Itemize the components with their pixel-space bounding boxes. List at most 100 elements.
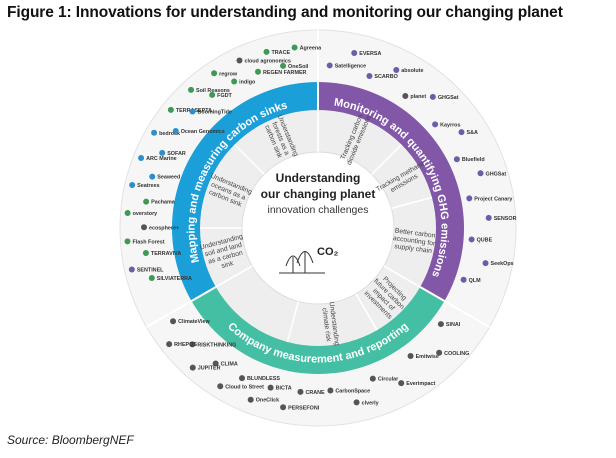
company-logo-name: Satelligence — [335, 63, 366, 69]
company-logo-name: Seatrees — [137, 183, 159, 189]
company-logo: FGDT — [209, 91, 233, 99]
company-logo: SILVIATERRA — [148, 274, 192, 282]
co2-label: CO₂ — [317, 246, 339, 258]
company-logo-name: cloud agronomics — [244, 58, 290, 64]
company-logo-name: BLUNDLESS — [247, 376, 280, 382]
center-subtitle: innovation challenges — [268, 204, 369, 216]
globe-icon — [141, 224, 148, 231]
wave-icon — [149, 173, 156, 180]
company-logo: SCARBO — [366, 72, 398, 80]
source-note: Source: BloombergNEF — [7, 433, 134, 447]
wave-icon — [138, 155, 145, 162]
chart-icon — [166, 341, 173, 348]
globe-icon — [189, 364, 196, 371]
company-logo-name: ecosphere+ — [149, 225, 179, 231]
company-logo: indigo — [231, 78, 256, 86]
satellite-icon — [460, 276, 467, 283]
company-logo-name: ClimateView — [178, 319, 210, 325]
segment-dividers — [146, 30, 490, 343]
leaf-icon — [142, 249, 149, 256]
company-logo-name: overstory — [133, 211, 158, 217]
company-logo-name: Circular — [378, 377, 399, 383]
wave-icon — [172, 128, 179, 135]
tree-icon — [124, 210, 131, 217]
center-title-line2: our changing planet — [261, 187, 376, 201]
satellite-icon — [477, 170, 484, 177]
company-logo-name: regrow — [219, 71, 238, 77]
company-logo: absolute — [393, 67, 423, 74]
company-logo-name: REGEN FARMER — [263, 70, 307, 76]
company-logo: overstory — [124, 210, 158, 217]
company-logo: Emitwise — [407, 352, 439, 360]
company-logo-name: SILVIATERRA — [157, 276, 192, 282]
company-logo: CarbonSpace — [327, 387, 370, 394]
globe-icon — [402, 92, 409, 99]
band-ghg-emissions — [318, 82, 464, 301]
company-logo: SENTINEL — [128, 266, 164, 273]
satellite-icon — [458, 129, 465, 136]
company-logo: PERSEFONI — [280, 404, 320, 411]
company-logo-name: BoomingTide — [198, 110, 232, 116]
company-logo-name: GHGSat — [438, 95, 459, 101]
company-logo: planet — [402, 92, 426, 100]
company-logo: ARC Marine — [138, 155, 177, 162]
company-logo-name: Cloud to Street — [225, 384, 264, 390]
tree-icon — [279, 251, 325, 274]
company-logos: SILVIATERRA SENTINEL TERRAVIVA Flash Forest… — [124, 44, 517, 411]
company-logo: CRANE — [297, 388, 325, 396]
company-logo-name: OneSoil — [288, 64, 309, 70]
company-logo: Cloud to Street — [217, 383, 264, 390]
satellite-icon — [468, 236, 475, 243]
chart-icon — [247, 396, 254, 403]
chart-icon — [267, 384, 274, 391]
satellite-icon — [432, 121, 439, 128]
soil-icon — [211, 70, 218, 77]
sector-divider — [419, 286, 490, 328]
company-logo: CLIMA — [212, 360, 238, 368]
chart-icon — [437, 321, 444, 328]
satellite-icon — [453, 156, 460, 163]
satellite-icon — [485, 214, 492, 221]
satellite-icon — [366, 72, 373, 79]
company-logo: Satelligence — [326, 62, 366, 69]
company-logo-name: COOLING — [444, 351, 469, 357]
company-logo: Circular — [369, 375, 399, 383]
company-logo-name: FGDT — [217, 93, 232, 99]
company-logo: regrow — [211, 70, 238, 77]
company-logo-name: bedrock — [159, 131, 180, 137]
figure-title: Figure 1: Innovations for understanding … — [7, 4, 563, 21]
company-logo: Soil Reasons — [188, 86, 230, 94]
company-logo-name: CRANE — [305, 390, 325, 396]
company-logo: OneClick — [247, 396, 279, 404]
chart-icon — [327, 387, 334, 394]
company-logo-name: PERSEFONI — [288, 405, 320, 411]
company-logo-name: ARC Marine — [146, 156, 177, 162]
leaf-icon — [148, 274, 155, 281]
company-logo-name: BlCTA — [276, 386, 292, 392]
satellite-icon — [326, 62, 333, 69]
wave-icon — [129, 181, 136, 188]
chart-icon — [353, 399, 360, 406]
company-logo-name: SOFAR — [167, 151, 186, 157]
company-logo-name: S&A — [466, 130, 477, 136]
company-logo-name: indigo — [239, 80, 256, 86]
company-logo: SENSOR — [485, 214, 517, 222]
company-logo: ClimateView — [170, 318, 211, 325]
segment-divider — [233, 143, 265, 175]
company-logo: SOFAR — [159, 149, 186, 157]
wave-icon — [151, 129, 158, 136]
company-logo-name: SCARBO — [374, 74, 397, 80]
soil-icon — [291, 44, 298, 51]
soil-icon — [263, 48, 270, 55]
sector-divider — [146, 286, 217, 328]
company-logo: ecosphere+ — [141, 224, 179, 231]
center-panel: Understanding our changing planet innova… — [261, 171, 376, 274]
company-logo-name: Agreena — [300, 45, 323, 51]
soil-icon — [280, 62, 287, 69]
satellite-icon — [393, 67, 400, 74]
company-logo: Agreena — [291, 44, 323, 51]
segment-divider — [355, 293, 378, 331]
company-logo: clverly — [353, 399, 379, 406]
company-logo: JUPITER — [189, 364, 221, 372]
company-logo: Everimpact — [398, 380, 435, 387]
